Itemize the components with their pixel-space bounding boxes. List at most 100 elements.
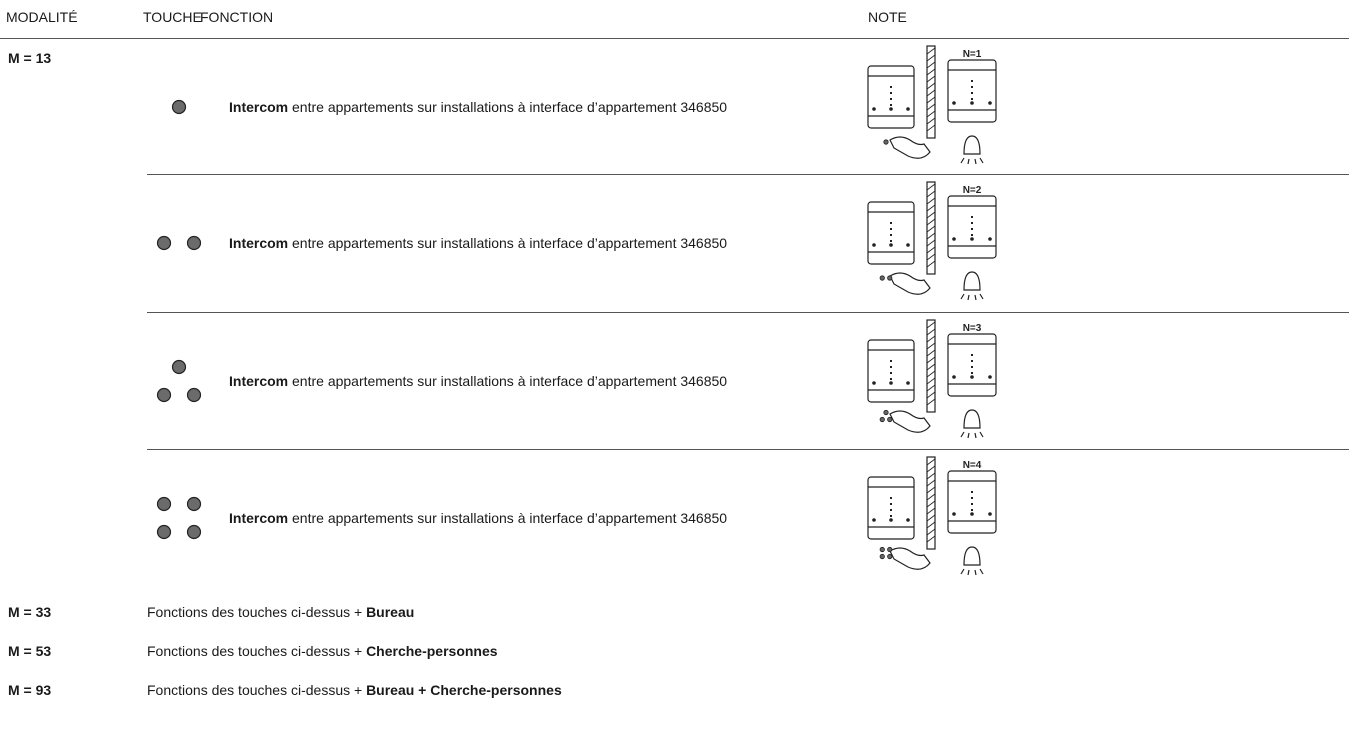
key-dot <box>156 387 172 403</box>
function-desc: entre appartements sur installations à i… <box>292 373 728 389</box>
handset <box>867 201 915 265</box>
wall-hatch <box>926 61 936 69</box>
wall-hatch <box>926 528 936 536</box>
wall-hatch <box>926 514 936 522</box>
handset-button <box>988 101 992 105</box>
mode-desc: Fonctions des touches ci-dessus + Cherch… <box>147 642 498 660</box>
mode-bold: Cherche-personnes <box>366 643 498 659</box>
bell-rays <box>960 293 984 301</box>
wall-hatch <box>926 117 936 125</box>
wall-hatch <box>926 110 936 118</box>
hand-dot <box>887 416 893 423</box>
handset <box>947 333 997 397</box>
wall-hatch <box>926 465 936 473</box>
handset-button <box>906 243 910 247</box>
bell <box>963 546 981 566</box>
wall-hatch <box>926 75 936 83</box>
mode-label: M = 93 <box>8 682 52 698</box>
hand <box>889 410 931 433</box>
hand-dot <box>879 546 885 553</box>
hand-dot <box>883 139 889 145</box>
function-desc: entre appartements sur installations à i… <box>292 99 728 115</box>
handset-button <box>988 512 992 516</box>
handset <box>947 470 997 534</box>
header-function: FONCTION <box>200 9 274 25</box>
bell-rays <box>960 431 984 439</box>
key-dot <box>186 235 202 251</box>
wall-hatch <box>926 204 936 212</box>
wall-hatch <box>926 472 936 480</box>
key-dot <box>171 99 187 115</box>
wall-hatch <box>926 82 936 90</box>
wall-hatch <box>926 535 936 543</box>
wall-hatch <box>926 190 936 198</box>
wall-hatch <box>926 68 936 76</box>
header-key: TOUCHE <box>143 9 202 25</box>
mode-label: M = 33 <box>8 604 52 620</box>
wall-hatch <box>926 342 936 350</box>
handset-button <box>952 375 956 379</box>
wall-hatch <box>926 356 936 364</box>
wall-hatch <box>926 103 936 111</box>
handset-button <box>872 243 876 247</box>
handset-button <box>906 107 910 111</box>
wall-hatch <box>926 211 936 219</box>
mode-text: Fonctions des touches ci-dessus + <box>147 643 363 659</box>
wall-hatch <box>926 225 936 233</box>
row-rule <box>147 174 1349 175</box>
function-bold: Intercom <box>229 510 289 526</box>
handset-button <box>872 107 876 111</box>
handset-button <box>906 518 910 522</box>
function-text: Intercom entre appartements sur installa… <box>229 509 727 527</box>
wall-hatch <box>926 335 936 343</box>
wall-hatch <box>926 253 936 261</box>
hand <box>889 136 931 159</box>
note-illustration: N=2 <box>867 181 997 301</box>
wall-hatch <box>926 521 936 529</box>
wall <box>926 45 936 139</box>
function-text: Intercom entre appartements sur installa… <box>229 234 727 252</box>
wall-hatch <box>926 124 936 132</box>
hand-dot <box>879 416 885 423</box>
handset <box>867 65 915 129</box>
wall <box>926 456 936 550</box>
mode-text: Fonctions des touches ci-dessus + <box>147 604 363 620</box>
mode-text: Fonctions des touches ci-dessus + <box>147 682 363 698</box>
wall <box>926 181 936 275</box>
handset <box>947 59 997 123</box>
handset-button <box>970 512 974 516</box>
wall-hatch <box>926 479 936 487</box>
function-desc: entre appartements sur installations à i… <box>292 510 728 526</box>
row-rule <box>147 312 1349 313</box>
handset-button <box>906 381 910 385</box>
wall-hatch <box>926 370 936 378</box>
handset-button <box>872 381 876 385</box>
wall-hatch <box>926 486 936 494</box>
wall-hatch <box>926 96 936 104</box>
handset-button <box>889 107 893 111</box>
mode-desc: Fonctions des touches ci-dessus + Bureau <box>147 603 414 621</box>
handset-button <box>889 243 893 247</box>
key-dot <box>156 496 172 512</box>
wall-hatch <box>926 218 936 226</box>
function-desc: entre appartements sur installations à i… <box>292 235 728 251</box>
note-illustration: N=4 <box>867 456 997 576</box>
wall-hatch <box>926 458 936 466</box>
key-dot <box>186 496 202 512</box>
wall-hatch <box>926 349 936 357</box>
wall-hatch <box>926 47 936 55</box>
handset <box>867 476 915 540</box>
wall-hatch <box>926 197 936 205</box>
handset-button <box>970 237 974 241</box>
wall-hatch <box>926 54 936 62</box>
bell-rays <box>960 157 984 165</box>
wall-hatch <box>926 183 936 191</box>
key-dot <box>186 524 202 540</box>
key-dot <box>156 524 172 540</box>
mode-label: M = 53 <box>8 643 52 659</box>
bell <box>963 271 981 291</box>
wall-hatch <box>926 384 936 392</box>
hand-dot <box>879 275 885 281</box>
key-icon <box>156 496 202 540</box>
function-text: Intercom entre appartements sur installa… <box>229 372 727 390</box>
